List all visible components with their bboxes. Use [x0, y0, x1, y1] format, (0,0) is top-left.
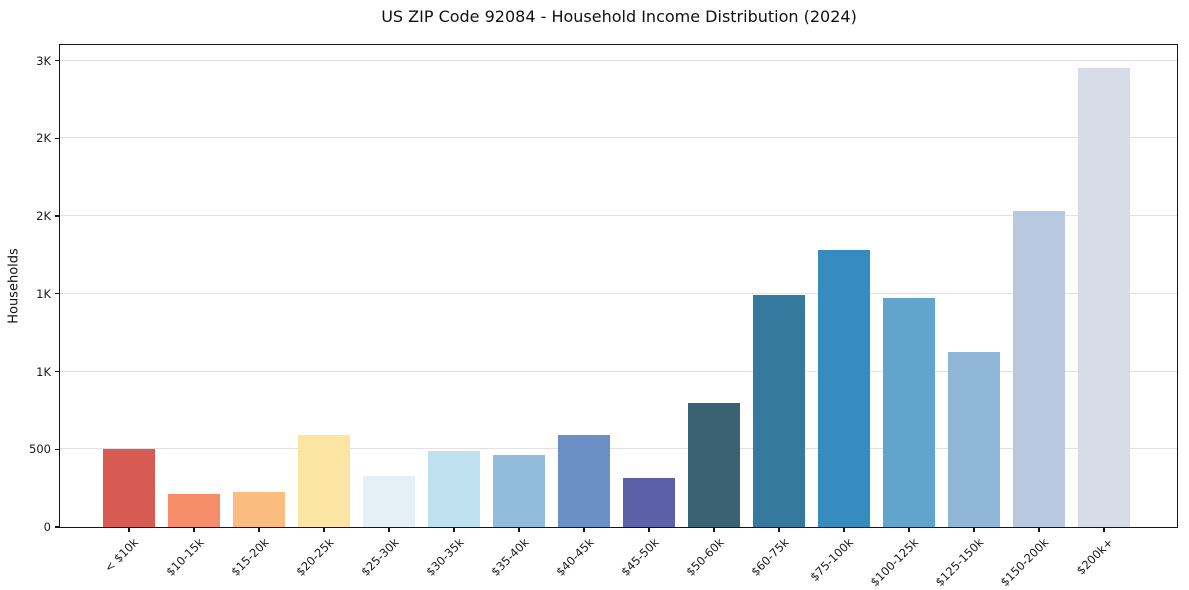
bar-$50-60k	[688, 403, 740, 527]
x-tick-mark	[1103, 527, 1105, 532]
y-tick-mark	[55, 370, 60, 373]
y-tick-label: 0	[43, 520, 51, 534]
x-tick-label: $40-45k	[552, 535, 597, 579]
x-tick-label: $25-30k	[357, 535, 402, 579]
x-tick-label: $50-60k	[682, 535, 727, 579]
gridline-2K	[60, 137, 1177, 139]
y-tick-label: 1K	[36, 286, 51, 301]
x-tick-label: < $10k	[101, 535, 142, 575]
bar-$100-125k	[883, 297, 935, 527]
x-tick-mark	[453, 527, 455, 532]
bar-$200k+	[1078, 68, 1130, 527]
gridline-2K	[60, 215, 1177, 217]
x-tick-label: $200k+	[1074, 535, 1117, 578]
x-tick-mark	[843, 527, 845, 532]
bar-$75-100k	[818, 250, 870, 527]
bar-$150-200k	[1013, 211, 1065, 527]
x-tick-label: $60-75k	[747, 535, 792, 579]
x-tick-mark	[128, 527, 130, 532]
gridline-500	[60, 448, 1177, 450]
bar-$10-15k	[168, 493, 220, 527]
x-tick-label: $10-15k	[162, 535, 207, 579]
x-tick-mark	[973, 527, 975, 532]
x-tick-label: $45-50k	[617, 535, 662, 579]
x-tick-mark	[258, 527, 260, 532]
gridline-1K	[60, 292, 1177, 294]
x-tick-label: $75-100k	[807, 535, 857, 584]
bar-$40-45k	[558, 434, 610, 527]
y-tick-mark	[55, 215, 60, 217]
x-tick-mark	[1038, 527, 1040, 532]
x-tick-label: $100-125k	[867, 535, 922, 590]
plot-area: 0 500 1K 1K 2K 2K 3K < $10k $10-15k $15-20k $20-25…	[29, 44, 1178, 589]
bar-$35-40k	[493, 454, 545, 527]
x-tick-mark	[193, 527, 195, 532]
gridline-3K	[60, 59, 1177, 61]
bar-$30-35k	[428, 450, 480, 527]
x-tick-label: $30-35k	[422, 535, 467, 579]
y-tick-label: 500	[29, 442, 51, 457]
bar-$60-75k	[753, 295, 805, 527]
y-tick-label: 2K	[36, 131, 51, 146]
bar-$45-50k	[623, 478, 675, 527]
bar-$125-150k	[948, 352, 1000, 527]
x-tick-label: $20-25k	[292, 535, 337, 579]
x-tick-mark	[648, 527, 650, 532]
x-tick-mark	[388, 527, 390, 532]
x-tick-label: $125-150k	[932, 535, 987, 590]
y-tick-mark	[55, 293, 60, 295]
y-tick-mark	[55, 137, 60, 139]
bar-$20-25k	[298, 434, 350, 527]
x-tick-mark	[778, 527, 780, 532]
chart-title: US ZIP Code 92084 - Household Income Dis…	[381, 7, 857, 26]
x-tick-mark	[323, 527, 325, 532]
x-tick-label: $150-200k	[997, 535, 1052, 590]
y-axis-label: Households	[6, 248, 22, 324]
y-tick-label: 2K	[36, 209, 51, 224]
y-tick-mark	[55, 448, 60, 450]
x-tick-label: $15-20k	[227, 535, 272, 579]
bar-< $10k	[103, 449, 155, 527]
x-tick-label: $35-40k	[487, 535, 532, 579]
y-tick-mark	[55, 526, 60, 528]
y-tick-mark	[55, 59, 60, 62]
x-tick-mark	[518, 527, 520, 532]
bar-$15-20k	[233, 492, 285, 527]
gridline-1K	[60, 370, 1177, 372]
x-tick-mark	[713, 527, 715, 532]
y-tick-label: 1K	[36, 364, 51, 379]
x-tick-mark	[908, 527, 910, 532]
y-tick-label: 3K	[36, 53, 51, 68]
bar-$25-30k	[363, 475, 415, 527]
x-tick-mark	[583, 527, 585, 532]
